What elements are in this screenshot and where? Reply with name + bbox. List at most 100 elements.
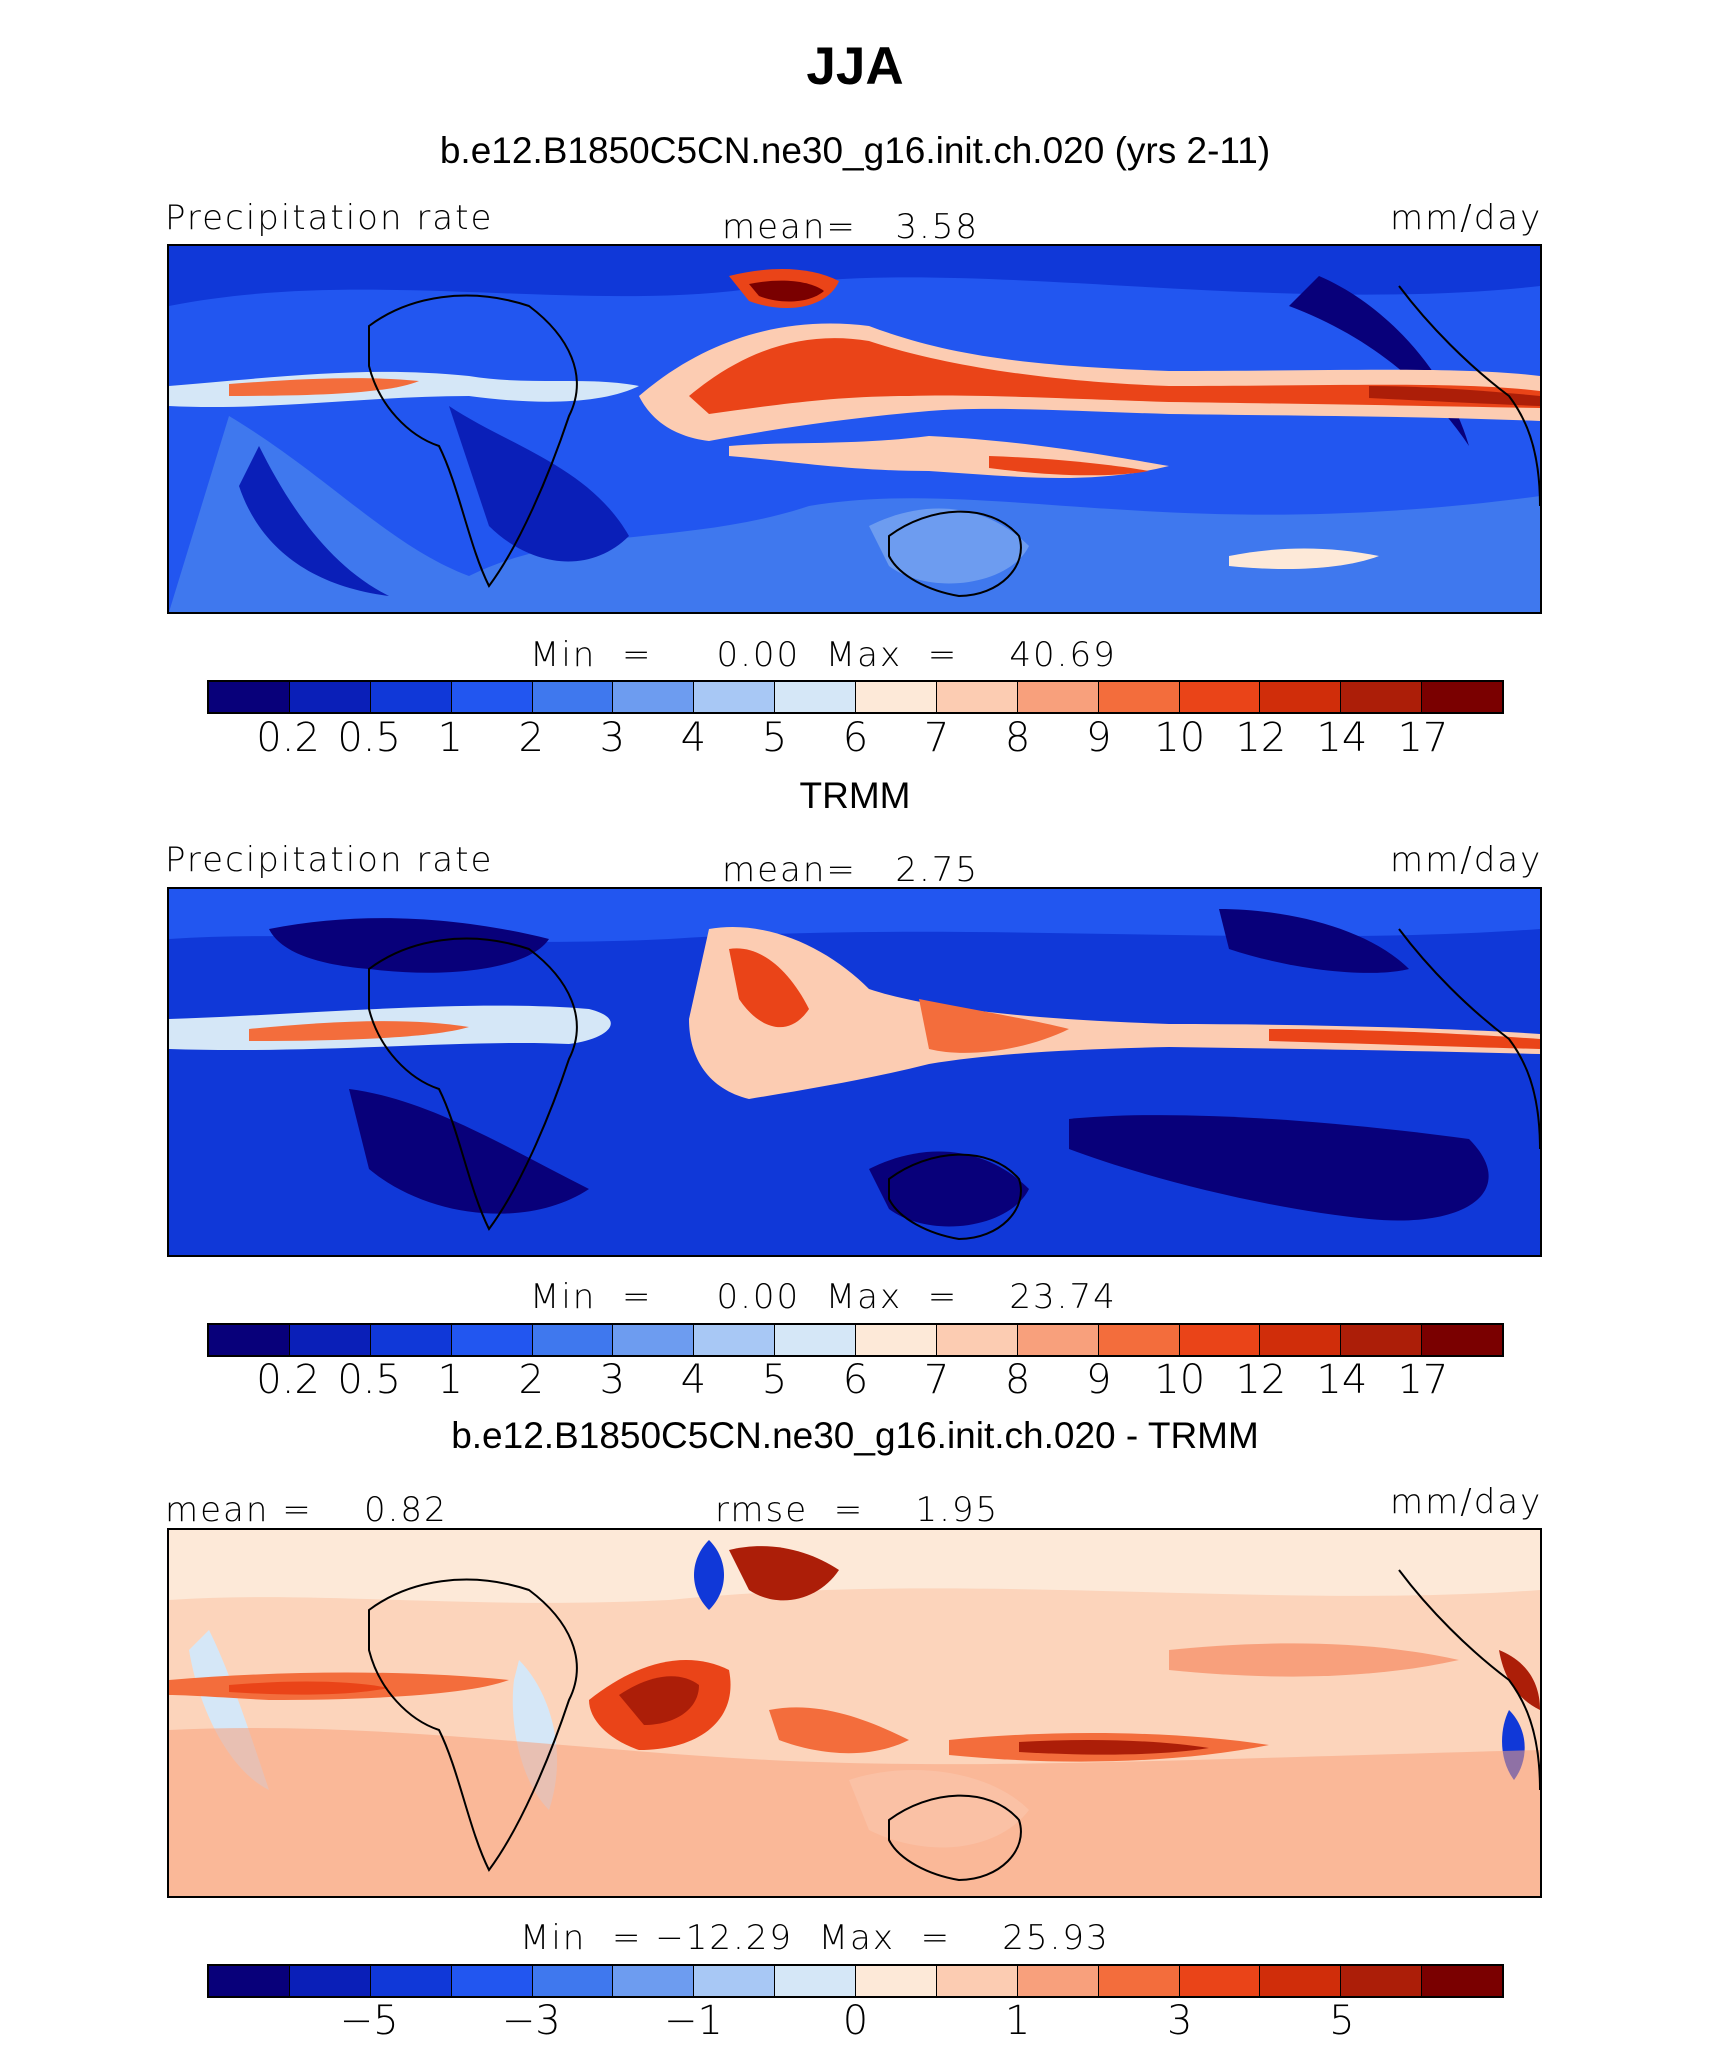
colorbar-swatch: [209, 1325, 290, 1355]
colorbar-tick-label: −1: [663, 1998, 723, 2044]
colorbar-swatch: [1098, 1325, 1180, 1355]
colorbar-tick-label: 9: [1085, 715, 1112, 761]
colorbar-tick-label: 8: [1004, 715, 1031, 761]
colorbar-tick-label: 6: [842, 1357, 869, 1403]
panel-3-units-label: mm/day: [1390, 1482, 1543, 1522]
colorbar-swatch: [1341, 1325, 1423, 1355]
panel-2-subtitle: TRMM: [799, 775, 911, 816]
colorbar-tick-label: 14: [1316, 715, 1368, 761]
colorbar-swatch: [1179, 1325, 1261, 1355]
colorbar-tick-label: 14: [1316, 1357, 1368, 1403]
colorbar-tick-label: 12: [1235, 715, 1287, 761]
panel-3-colorbar: [207, 1964, 1504, 1998]
panel-3-subtitle: b.e12.B1850C5CN.ne30_g16.init.ch.020 - T…: [451, 1415, 1259, 1456]
colorbar-tick-label: 3: [599, 715, 626, 761]
colorbar-tick-label: −3: [501, 1998, 561, 2044]
colorbar-swatch: [694, 1966, 776, 1996]
panel-2-map: [167, 887, 1542, 1257]
colorbar-swatch: [775, 1325, 856, 1355]
colorbar-swatch: [694, 1325, 776, 1355]
colorbar-tick-label: 1: [437, 1357, 463, 1403]
colorbar-tick-label: 2: [518, 1357, 544, 1403]
colorbar-tick-label: −5: [339, 1998, 399, 2044]
colorbar-tick-label: 4: [680, 715, 707, 761]
colorbar-swatch: [451, 1966, 533, 1996]
colorbar-swatch: [1341, 1966, 1423, 1996]
panel-2-minmax: Min = 0.00 Max = 23.74: [530, 1277, 1117, 1317]
colorbar-tick-label: 0.2: [256, 715, 320, 761]
colorbar-swatch: [856, 682, 937, 712]
panel-2-units-label: mm/day: [1390, 840, 1543, 880]
colorbar-tick-label: 8: [1004, 1357, 1031, 1403]
colorbar-tick-label: 0.5: [337, 715, 401, 761]
colorbar-swatch: [775, 682, 856, 712]
colorbar-tick-label: 0.5: [337, 1357, 401, 1403]
panel-3-minmax: Min = −12.29 Max = 25.93: [520, 1918, 1110, 1958]
colorbar-tick-label: 10: [1154, 715, 1206, 761]
colorbar-swatch: [289, 682, 371, 712]
colorbar-swatch: [1017, 1966, 1099, 1996]
colorbar-swatch: [451, 682, 533, 712]
colorbar-tick-label: 5: [761, 1357, 788, 1403]
colorbar-tick-label: 5: [1329, 1998, 1355, 2044]
colorbar-swatch: [1017, 682, 1099, 712]
colorbar-tick-label: 17: [1397, 1357, 1449, 1403]
panel-1-mean-label: mean= 3.58: [722, 207, 980, 247]
panel-3-rmse-label: rmse = 1.95: [715, 1490, 1000, 1530]
colorbar-swatch: [532, 1325, 614, 1355]
colorbar-tick-label: 0.2: [256, 1357, 320, 1403]
colorbar-tick-label: 2: [518, 715, 544, 761]
colorbar-swatch: [613, 1325, 695, 1355]
colorbar-swatch: [1422, 682, 1502, 712]
colorbar-swatch: [1260, 1966, 1342, 1996]
colorbar-tick-label: 7: [923, 1357, 950, 1403]
panel-1-units-label: mm/day: [1390, 198, 1543, 238]
colorbar-swatch: [370, 1325, 452, 1355]
panel-1-colorbar: [207, 680, 1504, 714]
colorbar-swatch: [1179, 1966, 1261, 1996]
panel-1-variable-label: Precipitation rate: [165, 198, 494, 238]
colorbar-tick-label: 3: [599, 1357, 626, 1403]
colorbar-swatch: [775, 1966, 856, 1996]
panel-3-mean-label: mean = 0.82: [165, 1490, 448, 1530]
colorbar-swatch: [613, 682, 695, 712]
panel-2-variable-label: Precipitation rate: [165, 840, 494, 880]
colorbar-swatch: [532, 1966, 614, 1996]
panel-2-mean-label: mean= 2.75: [722, 850, 980, 890]
colorbar-swatch: [1098, 1966, 1180, 1996]
colorbar-swatch: [1098, 682, 1180, 712]
colorbar-tick-label: 5: [761, 715, 788, 761]
panel-3-map: [167, 1528, 1542, 1898]
colorbar-swatch: [936, 1966, 1018, 1996]
colorbar-swatch: [209, 1966, 290, 1996]
colorbar-swatch: [856, 1966, 937, 1996]
colorbar-swatch: [856, 1325, 937, 1355]
colorbar-swatch: [936, 1325, 1018, 1355]
colorbar-swatch: [1422, 1325, 1502, 1355]
panel-3-colorbar-ticks: −5 −3 −1 0 1 3 5: [207, 1998, 1504, 2044]
panel-2-colorbar: [207, 1323, 1504, 1357]
colorbar-swatch: [370, 682, 452, 712]
colorbar-swatch: [289, 1966, 371, 1996]
colorbar-swatch: [1260, 1325, 1342, 1355]
colorbar-swatch: [1179, 682, 1261, 712]
colorbar-tick-label: 10: [1154, 1357, 1206, 1403]
panel-1-subtitle: b.e12.B1850C5CN.ne30_g16.init.ch.020 (yr…: [439, 130, 1271, 171]
colorbar-swatch: [1341, 682, 1423, 712]
panel-2-colorbar-ticks: 0.2 0.5 1 2 3 4 5 6 7 8 9 10 12 14 17: [207, 1357, 1504, 1403]
colorbar-tick-label: 6: [842, 715, 869, 761]
colorbar-swatch: [1260, 682, 1342, 712]
colorbar-swatch: [613, 1966, 695, 1996]
colorbar-tick-label: 1: [437, 715, 463, 761]
colorbar-tick-label: 4: [680, 1357, 707, 1403]
colorbar-tick-label: 0: [842, 1998, 869, 2044]
colorbar-tick-label: 12: [1235, 1357, 1287, 1403]
colorbar-tick-label: 3: [1167, 1998, 1193, 2044]
colorbar-swatch: [209, 682, 290, 712]
colorbar-swatch: [1017, 1325, 1099, 1355]
figure-title: JJA: [806, 37, 904, 96]
colorbar-tick-label: 1: [1004, 1998, 1031, 2044]
colorbar-swatch: [289, 1325, 371, 1355]
panel-1-map: [167, 244, 1542, 614]
colorbar-tick-label: 7: [923, 715, 950, 761]
